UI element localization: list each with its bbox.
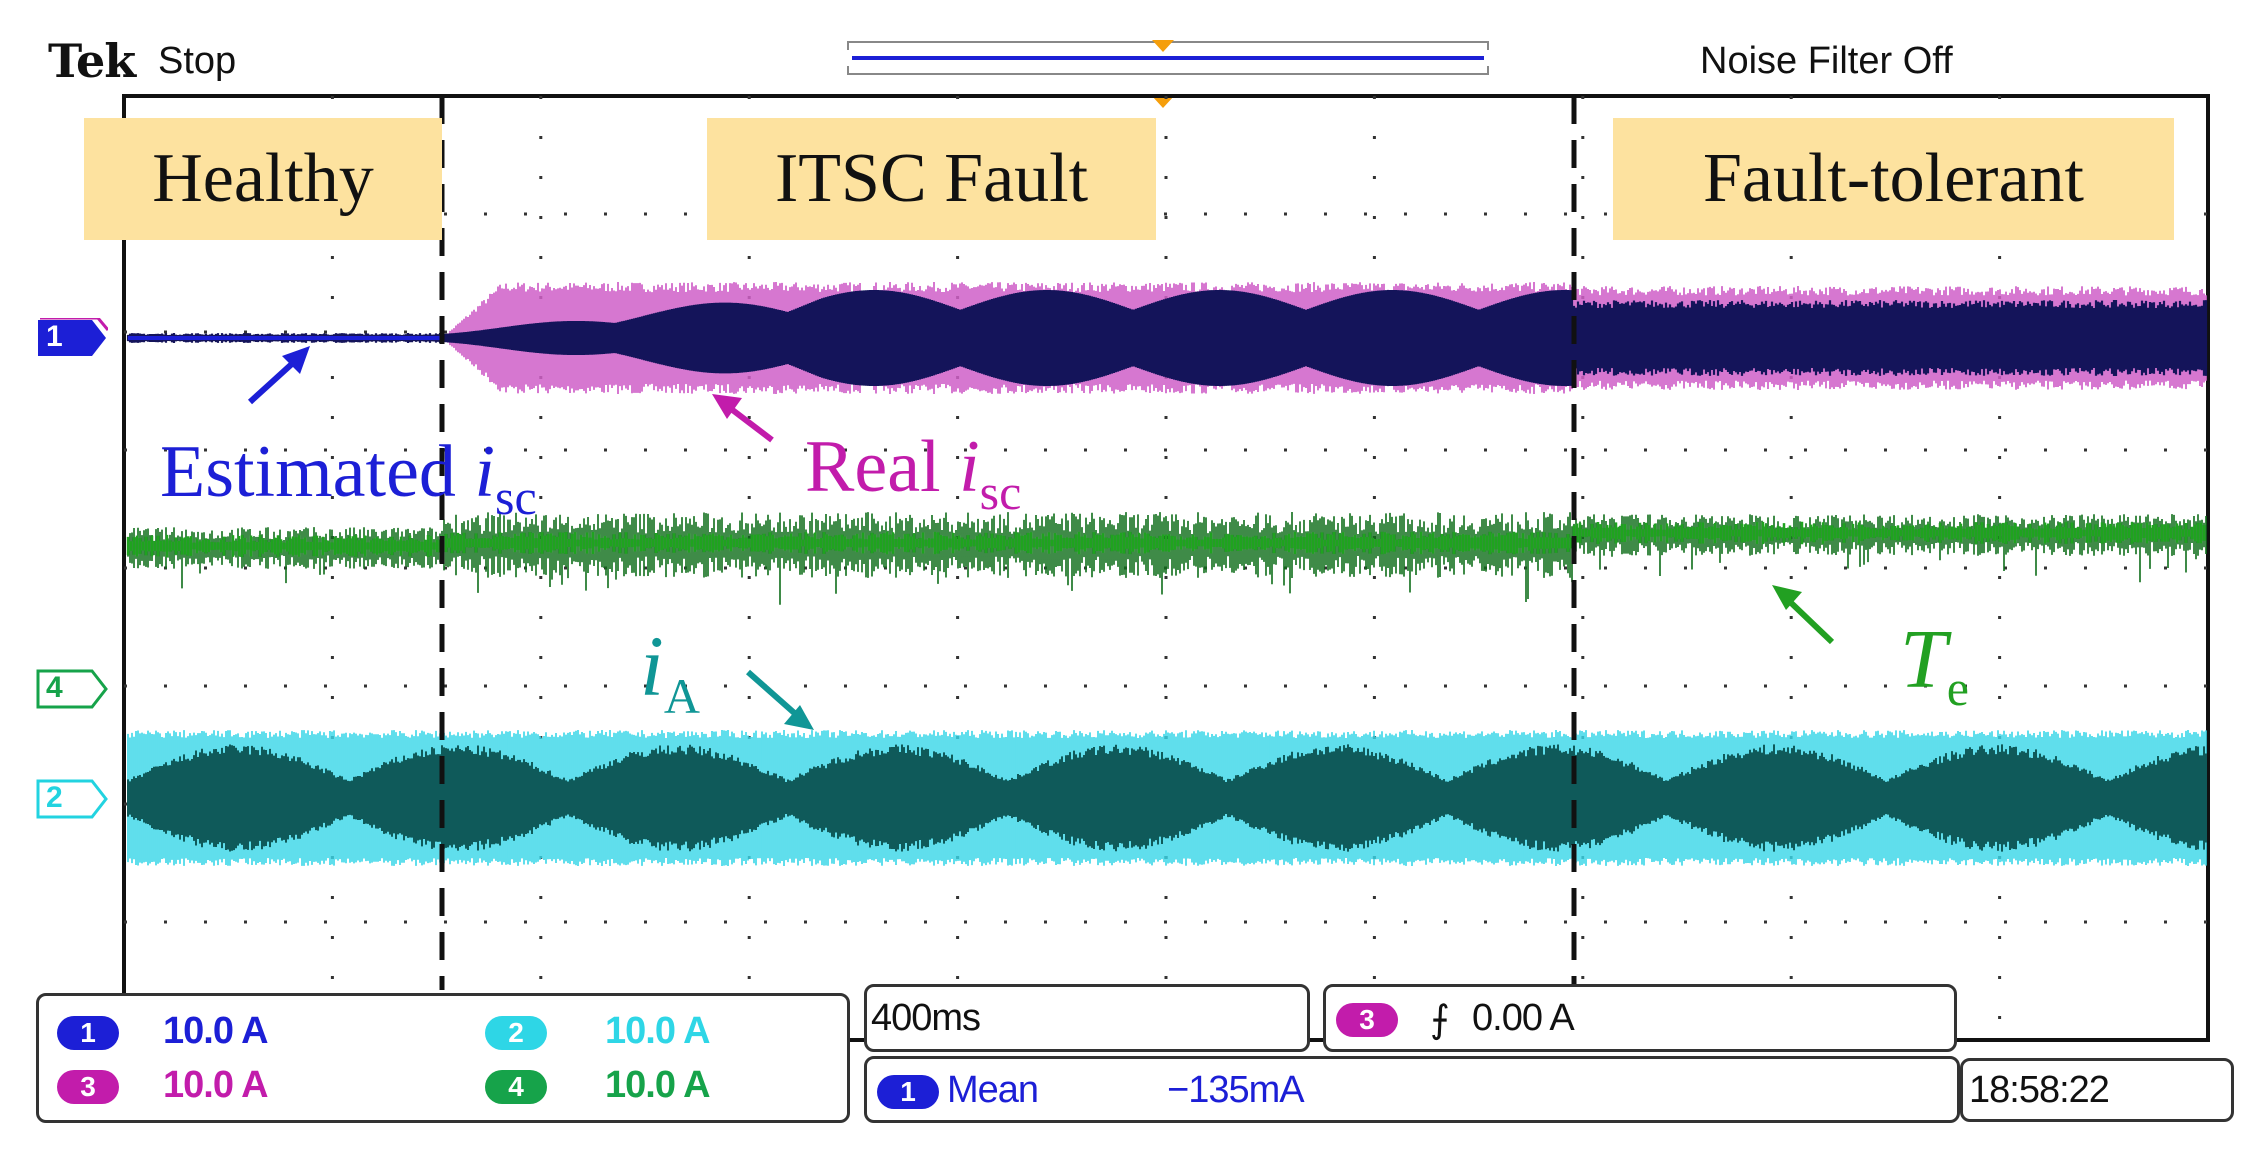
ia-arrow <box>746 669 802 721</box>
phase-current-label: iA <box>640 618 701 724</box>
channel-4-marker[interactable]: 4 <box>36 669 108 709</box>
trigger-panel[interactable]: 3 ⨍ 0.00 A <box>1323 984 1957 1052</box>
trigger-position-icon <box>1152 40 1174 52</box>
trigger-channel-chip: 3 <box>1336 1003 1398 1037</box>
channel-1-scale: 10.0 A <box>163 1010 269 1052</box>
channel-scale-panel: 1 10.0 A 2 10.0 A 3 10.0 A 4 10.0 A <box>36 993 850 1123</box>
clock-time: 18:58:22 <box>1969 1069 2110 1111</box>
noise-filter-status: Noise Filter Off <box>1700 39 1953 82</box>
channel-2-chip[interactable]: 2 <box>485 1016 547 1050</box>
measurement-type: Mean <box>947 1069 1039 1111</box>
region-label-itsc-fault: ITSC Fault <box>707 118 1156 240</box>
real-isc-label: Real isc <box>805 426 1022 520</box>
measurement-panel[interactable]: 1 Mean −135mA <box>864 1056 1960 1123</box>
te-arrow <box>1783 595 1835 645</box>
timebase-value: 400ms <box>871 997 981 1039</box>
record-position-bar <box>847 40 1489 75</box>
channel-2-marker[interactable]: 2 <box>36 779 108 819</box>
torque-label: Te <box>1900 613 1969 716</box>
acquisition-status: Stop <box>158 39 237 82</box>
clock-panel: 18:58:22 <box>1960 1058 2234 1122</box>
measurement-channel-chip: 1 <box>877 1075 939 1109</box>
annotation-arrows <box>247 346 1835 730</box>
measurement-value: −135mA <box>1167 1069 1305 1111</box>
trigger-level: 0.00 A <box>1472 997 1575 1039</box>
timebase-panel[interactable]: 400ms <box>864 984 1310 1052</box>
channel-3-scale: 10.0 A <box>163 1064 269 1106</box>
region-label-fault-tolerant: Fault-tolerant <box>1613 118 2174 240</box>
region-label-healthy: Healthy <box>84 118 442 240</box>
channel-2-scale: 10.0 A <box>605 1010 711 1052</box>
channel-1-marker[interactable]: 1 <box>36 318 108 358</box>
trigger-slope-icon: ⨍ <box>1430 999 1450 1041</box>
waveforms <box>126 282 2208 866</box>
estimated-isc-label: Estimated isc <box>160 431 537 525</box>
channel-4-scale: 10.0 A <box>605 1064 711 1106</box>
channel-3-chip[interactable]: 3 <box>57 1070 119 1104</box>
channel-1-chip[interactable]: 1 <box>57 1016 119 1050</box>
brand-logo: Tek <box>48 34 136 88</box>
trigger-point-icon <box>1152 96 1174 108</box>
channel-4-chip[interactable]: 4 <box>485 1070 547 1104</box>
